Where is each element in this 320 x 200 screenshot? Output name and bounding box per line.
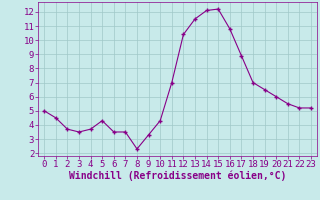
- X-axis label: Windchill (Refroidissement éolien,°C): Windchill (Refroidissement éolien,°C): [69, 171, 286, 181]
